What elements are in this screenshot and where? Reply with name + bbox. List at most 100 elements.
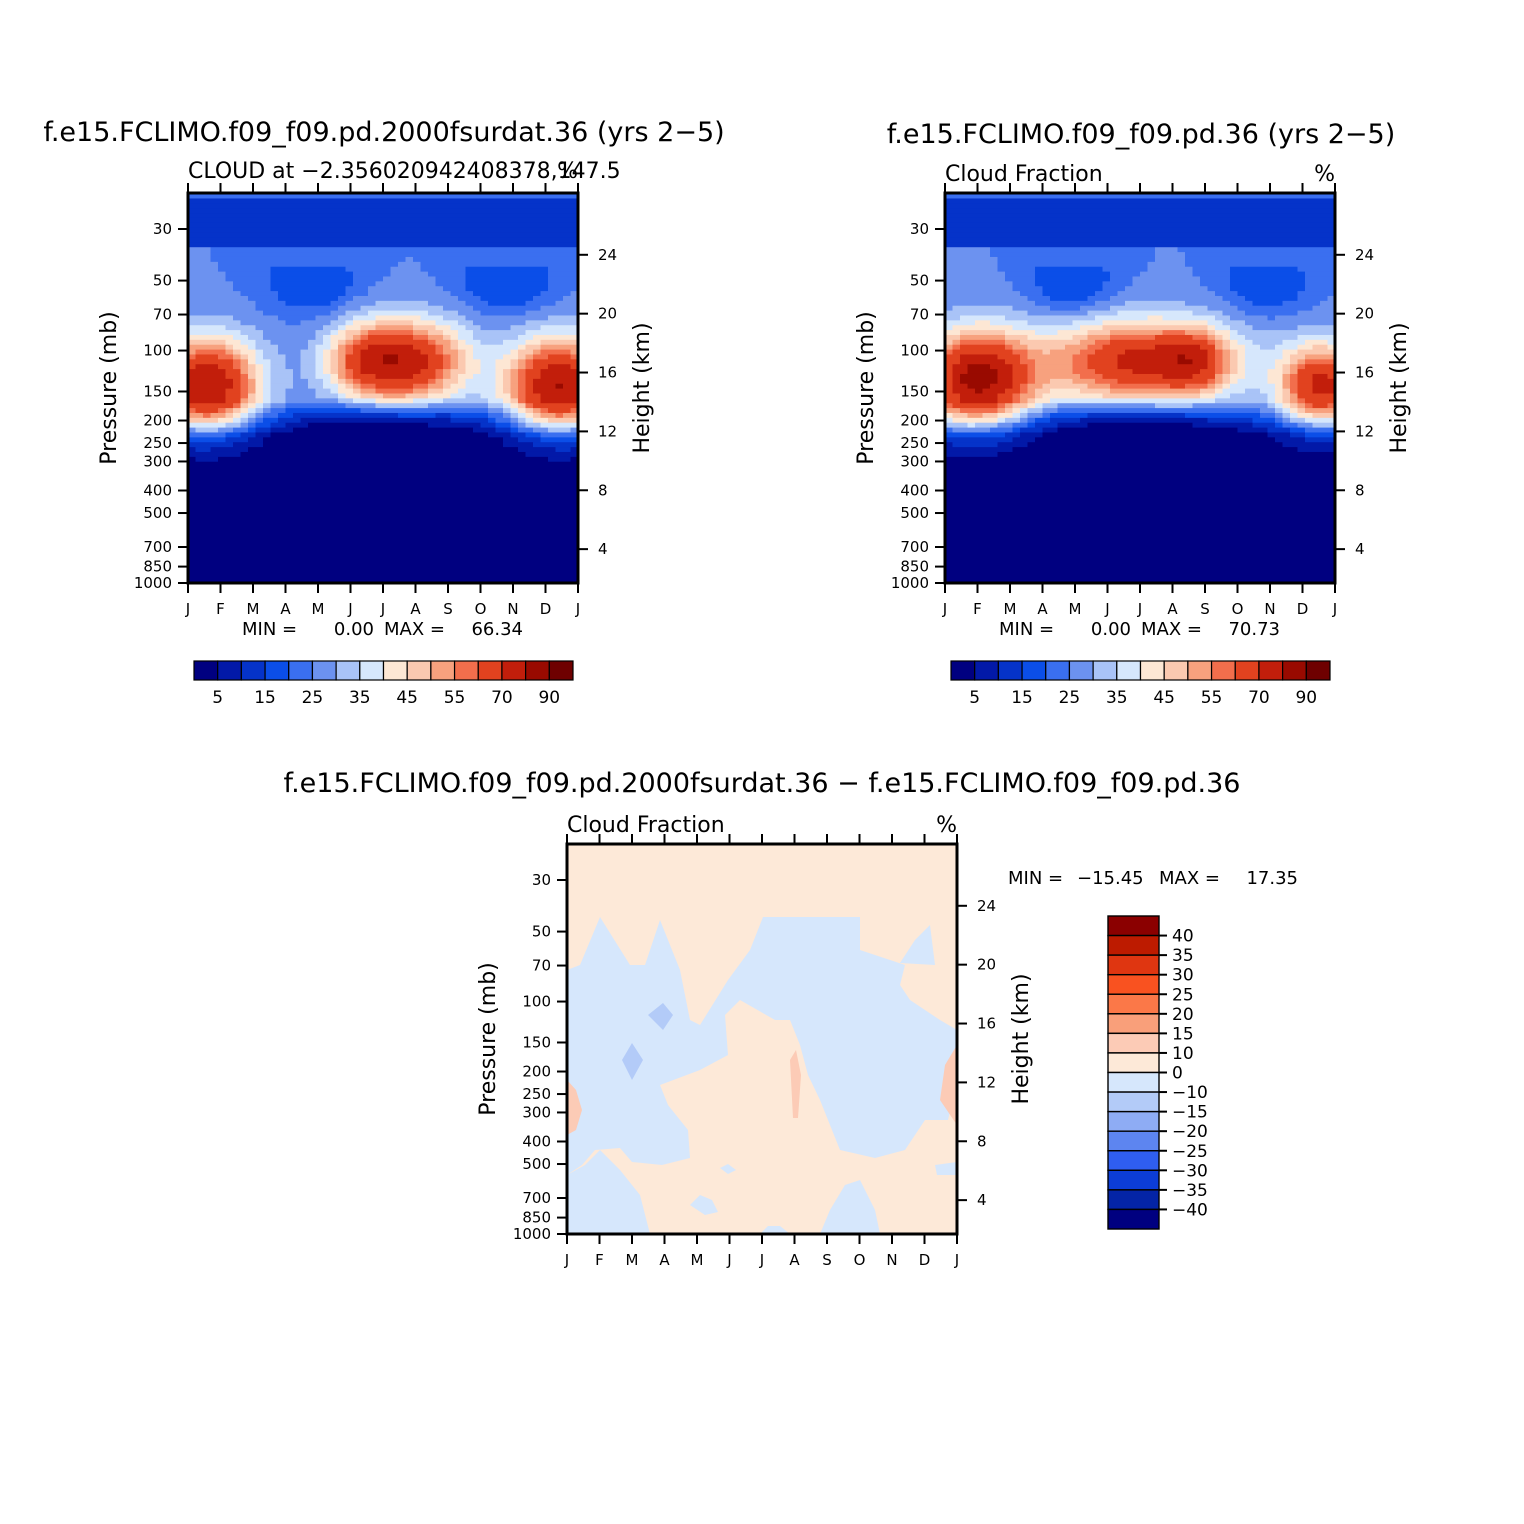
- contour-cell: [315, 344, 324, 350]
- contour-cell: [308, 456, 317, 462]
- contour-cell: [225, 349, 234, 355]
- contour-cell: [540, 519, 549, 526]
- contour-cell: [525, 495, 534, 501]
- contour-cell: [570, 553, 578, 560]
- contour-cell: [533, 300, 542, 306]
- contour-cell: [480, 495, 489, 501]
- contour-cell: [203, 456, 212, 462]
- contour-cell: [375, 558, 384, 565]
- contour-cell: [540, 202, 549, 209]
- contour-cell: [300, 470, 309, 477]
- contour-cell: [540, 509, 549, 516]
- contour-cell: [503, 271, 512, 277]
- contour-cell: [570, 236, 578, 243]
- contour-cell: [308, 280, 317, 287]
- contour-cell: [195, 412, 204, 418]
- contour-cell: [982, 524, 991, 530]
- contour-cell: [982, 412, 991, 418]
- contour-cell: [450, 470, 459, 477]
- contour-cell: [375, 241, 384, 248]
- contour-cell: [225, 485, 234, 491]
- contour-cell: [405, 563, 414, 569]
- contour-cell: [518, 378, 527, 384]
- contour-cell: [263, 412, 272, 418]
- contour-cell: [210, 193, 219, 199]
- contour-cell: [413, 534, 422, 540]
- contour-cell: [1005, 314, 1014, 321]
- contour-cell: [413, 500, 422, 506]
- colorbar-label: 35: [349, 688, 371, 708]
- contour-cell: [982, 480, 991, 487]
- contour-cell: [510, 319, 519, 326]
- contour-cell: [368, 544, 377, 550]
- contour-cell: [375, 578, 384, 583]
- contour-cell: [997, 553, 1006, 560]
- contour-cell: [308, 363, 317, 370]
- contour-cell: [315, 349, 324, 355]
- contour-cell: [975, 539, 984, 545]
- contour-cell: [218, 461, 227, 467]
- contour-cell: [952, 227, 961, 233]
- contour-cell: [278, 500, 287, 506]
- contour-cell: [270, 573, 279, 579]
- contour-cell: [188, 236, 197, 243]
- contour-cell: [383, 417, 392, 423]
- contour-cell: [188, 217, 197, 223]
- contour-cell: [982, 441, 991, 448]
- contour-cell: [353, 544, 362, 550]
- contour-cell: [345, 300, 354, 306]
- contour-cell: [967, 329, 976, 335]
- contour-cell: [375, 310, 384, 316]
- contour-cell: [982, 251, 991, 257]
- contour-cell: [210, 485, 219, 491]
- contour-cell: [450, 558, 459, 565]
- contour-cell: [525, 392, 534, 399]
- contour-cell: [443, 475, 452, 482]
- contour-cell: [338, 544, 347, 550]
- contour-cell: [510, 475, 519, 482]
- contour-cell: [443, 271, 452, 277]
- contour-cell: [510, 422, 519, 428]
- contour-cell: [570, 358, 578, 365]
- contour-cell: [488, 212, 497, 218]
- contour-cell: [308, 295, 317, 301]
- contour-cell: [308, 514, 317, 521]
- contour-cell: [435, 275, 444, 282]
- contour-cell: [465, 392, 474, 399]
- contour-cell: [952, 202, 961, 209]
- contour-cell: [967, 470, 976, 477]
- contour-cell: [210, 436, 219, 443]
- contour-cell: [458, 319, 467, 326]
- contour-cell: [308, 256, 317, 262]
- contour-cell: [450, 295, 459, 301]
- contour-cell: [323, 339, 332, 345]
- contour-cell: [398, 500, 407, 506]
- contour-cell: [203, 397, 212, 404]
- contour-cell: [540, 353, 549, 360]
- contour-cell: [285, 251, 294, 257]
- contour-cell: [518, 412, 527, 418]
- contour-cell: [390, 514, 399, 521]
- contour-cell: [555, 261, 564, 267]
- contour-cell: [188, 197, 197, 204]
- contour-cell: [570, 339, 578, 345]
- contour-cell: [435, 514, 444, 521]
- contour-cell: [945, 236, 954, 243]
- contour-cell: [450, 334, 459, 340]
- contour-cell: [345, 475, 354, 482]
- contour-cell: [308, 310, 317, 316]
- contour-cell: [525, 412, 534, 418]
- contour-cell: [188, 358, 197, 365]
- contour-cell: [338, 475, 347, 482]
- contour-cell: [240, 524, 249, 530]
- contour-cell: [533, 509, 542, 516]
- contour-cell: [278, 534, 287, 540]
- contour-cell: [503, 305, 512, 311]
- contour-cell: [240, 392, 249, 399]
- contour-cell: [188, 246, 197, 253]
- contour-cell: [390, 378, 399, 384]
- contour-cell: [465, 324, 474, 331]
- contour-cell: [353, 290, 362, 296]
- contour-cell: [420, 568, 429, 574]
- contour-cell: [353, 334, 362, 340]
